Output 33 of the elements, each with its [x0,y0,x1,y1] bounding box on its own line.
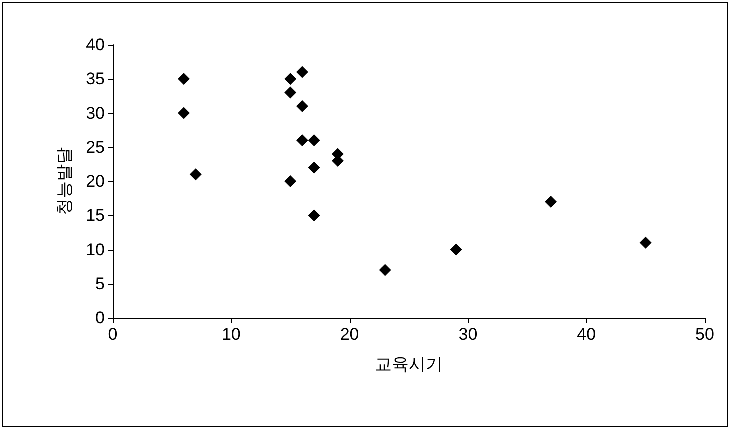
point [284,176,297,188]
y-tick-label: 10 [86,240,105,260]
point [296,100,308,112]
y-tick-label: 35 [86,70,105,89]
point [545,196,558,208]
point [379,264,392,276]
point [308,162,320,174]
x-tick-label: 0 [108,325,118,344]
y-tick-label: 15 [86,206,105,226]
y-tick-label: 5 [96,274,105,294]
y-tick-label: 30 [86,104,105,123]
point [284,86,297,99]
x-tick-label: 50 [696,325,714,344]
x-tick-label: 10 [222,325,241,344]
point [190,168,202,181]
x-tick-label: 40 [577,325,596,344]
y-tick-label: 0 [96,308,105,328]
point [178,73,190,86]
point [178,107,190,120]
y-axis-title: 청능발달 [55,148,74,216]
point [296,66,308,78]
point [296,134,308,147]
point [450,244,462,256]
point [640,236,652,249]
y-tick-label: 25 [86,138,105,157]
y-tick-label: 20 [86,172,105,191]
point [308,134,320,147]
point [284,73,297,86]
x-tick-label: 20 [340,325,360,344]
y-tick-label: 40 [86,36,105,54]
x-tick-label: 30 [458,325,478,344]
point [308,210,320,222]
x-axis-title: 교육시기 [375,355,443,374]
